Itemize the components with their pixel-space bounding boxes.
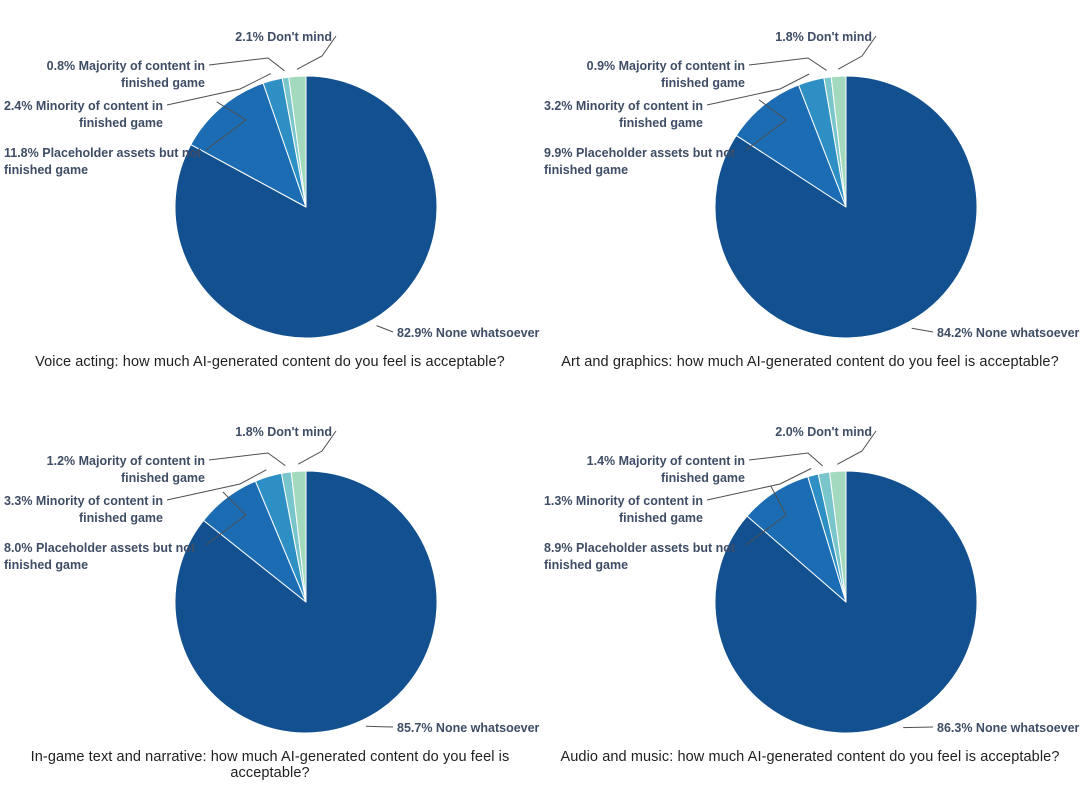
leader-line-dont_mind xyxy=(837,35,877,70)
slice-label-none: 85.7% None whatsoever xyxy=(397,721,540,735)
leader-line-majority xyxy=(748,57,827,71)
leader-line-none xyxy=(365,725,394,728)
pie-slice-none xyxy=(714,75,978,339)
leader-line-placeholder xyxy=(745,99,787,151)
leader-line-minority xyxy=(166,73,272,106)
pie-slice-placeholder xyxy=(190,82,307,208)
leader-line-minority xyxy=(706,73,810,106)
leader-line-dont_mind xyxy=(297,430,337,465)
leader-line-majority xyxy=(208,57,285,72)
chart-cell-ingame-text-narrative: 85.7% None whatsoever 8.0% Placeholder as… xyxy=(0,395,540,790)
chart-cell-art-and-graphics: 84.2% None whatsoever 9.9% Placeholder as… xyxy=(540,0,1080,395)
slice-label-minority: 1.3% Minority of content in finished game xyxy=(544,494,703,525)
slice-label-placeholder: 8.0% Placeholder assets but not finished … xyxy=(4,541,196,572)
leader-line-dont_mind xyxy=(837,430,877,465)
slice-label-majority: 1.2% Majority of content in finished game xyxy=(47,454,205,485)
chart-caption: Audio and music: how much AI-generated c… xyxy=(560,749,1060,765)
slice-label-dont_mind: 2.1% Don't mind xyxy=(235,30,332,44)
pie-chart-ingame-text-narrative: 85.7% None whatsoever 8.0% Placeholder as… xyxy=(4,425,540,735)
pie-chart-audio-and-music: 86.3% None whatsoever 8.9% Placeholder as… xyxy=(544,425,1080,735)
pie-slice-dont_mind xyxy=(288,75,307,208)
leader-line-none xyxy=(376,325,394,333)
slice-label-none: 84.2% None whatsoever xyxy=(937,326,1080,340)
chart-caption: In-game text and narrative: how much AI-… xyxy=(30,749,510,781)
pie-chart-voice-acting: 82.9% None whatsoever 11.8% Placeholder a… xyxy=(4,30,540,340)
slice-label-placeholder: 8.9% Placeholder assets but not finished … xyxy=(544,541,736,572)
slice-label-none: 82.9% None whatsoever xyxy=(397,326,540,340)
pie-slice-dont_mind xyxy=(830,75,847,208)
slice-label-majority: 1.4% Majority of content in finished game xyxy=(587,454,745,485)
slice-label-minority: 3.2% Minority of content in finished game xyxy=(544,99,703,130)
leader-line-placeholder xyxy=(205,101,247,151)
slice-label-dont_mind: 1.8% Don't mind xyxy=(775,30,872,44)
leader-line-majority xyxy=(748,452,824,467)
leader-line-placeholder xyxy=(745,485,787,546)
slice-label-majority: 0.8% Majority of content in finished game xyxy=(47,59,205,90)
chart-cell-audio-and-music: 86.3% None whatsoever 8.9% Placeholder as… xyxy=(540,395,1080,790)
leader-line-placeholder xyxy=(205,491,247,546)
slice-label-minority: 2.4% Minority of content in finished game xyxy=(4,99,163,130)
slice-label-dont_mind: 1.8% Don't mind xyxy=(235,425,332,439)
leader-line-none xyxy=(911,327,934,333)
pie-slice-dont_mind xyxy=(829,470,847,603)
slice-label-minority: 3.3% Minority of content in finished game xyxy=(4,494,163,525)
pie-slice-dont_mind xyxy=(290,470,307,603)
pie-chart-art-and-graphics: 84.2% None whatsoever 9.9% Placeholder as… xyxy=(544,30,1080,340)
slice-label-dont_mind: 2.0% Don't mind xyxy=(775,425,872,439)
chart-caption: Art and graphics: how much AI-generated … xyxy=(561,354,1059,370)
leader-line-minority xyxy=(706,468,812,501)
pie-slice-placeholder xyxy=(735,84,847,208)
pie-slice-none xyxy=(714,470,978,734)
leader-line-dont_mind xyxy=(296,35,337,70)
leader-line-majority xyxy=(208,452,286,467)
chart-caption: Voice acting: how much AI-generated cont… xyxy=(35,354,505,370)
slice-label-placeholder: 11.8% Placeholder assets but not finished… xyxy=(4,146,202,177)
leader-line-none xyxy=(903,726,934,729)
slice-label-majority: 0.9% Majority of content in finished game xyxy=(587,59,745,90)
leader-line-minority xyxy=(166,469,267,501)
slice-label-placeholder: 9.9% Placeholder assets but not finished … xyxy=(544,146,736,177)
slice-label-none: 86.3% None whatsoever xyxy=(937,721,1080,735)
chart-cell-voice-acting: 82.9% None whatsoever 11.8% Placeholder a… xyxy=(0,0,540,395)
pie-slice-none xyxy=(174,75,438,339)
